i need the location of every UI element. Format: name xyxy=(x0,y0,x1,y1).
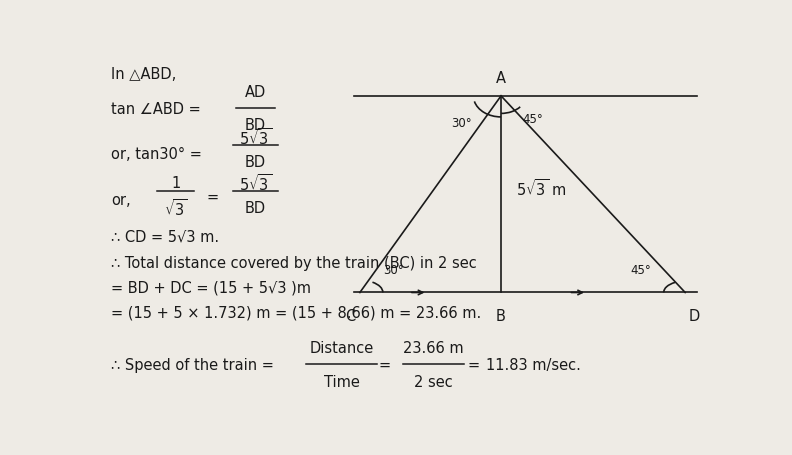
Text: $5\sqrt{3}$: $5\sqrt{3}$ xyxy=(239,127,272,148)
Text: $\sqrt{3}$: $\sqrt{3}$ xyxy=(164,197,188,218)
Text: 30°: 30° xyxy=(383,263,404,276)
Text: or,: or, xyxy=(111,192,131,207)
Text: Distance: Distance xyxy=(310,340,374,355)
Text: $5\sqrt{3}$ m: $5\sqrt{3}$ m xyxy=(516,177,567,198)
Text: ∴ Total distance covered by the train (BC) in 2 sec: ∴ Total distance covered by the train (B… xyxy=(111,256,477,271)
Text: BD: BD xyxy=(245,200,266,215)
Text: 11.83 m/sec.: 11.83 m/sec. xyxy=(485,357,581,372)
Text: ∴ Speed of the train =: ∴ Speed of the train = xyxy=(111,357,274,372)
Text: A: A xyxy=(496,71,506,86)
Text: 1: 1 xyxy=(171,176,181,191)
Text: 30°: 30° xyxy=(451,116,471,129)
Text: B: B xyxy=(496,308,506,324)
Text: Time: Time xyxy=(323,374,360,389)
Text: = BD + DC = (15 + 5√3 )m: = BD + DC = (15 + 5√3 )m xyxy=(111,280,311,295)
Text: C: C xyxy=(345,308,356,324)
Text: In △ABD,: In △ABD, xyxy=(111,66,177,81)
Text: 23.66 m: 23.66 m xyxy=(403,340,464,355)
Text: or, tan30° =: or, tan30° = xyxy=(111,147,202,162)
Text: =: = xyxy=(467,357,479,372)
Text: 45°: 45° xyxy=(523,113,543,126)
Text: 45°: 45° xyxy=(630,263,651,276)
Text: tan ∠ABD =: tan ∠ABD = xyxy=(111,101,201,116)
Text: BD: BD xyxy=(245,118,266,133)
Text: BD: BD xyxy=(245,155,266,170)
Text: ∴ CD = 5√3 m.: ∴ CD = 5√3 m. xyxy=(111,229,219,244)
Text: =: = xyxy=(379,357,390,372)
Text: AD: AD xyxy=(245,85,266,100)
Text: D: D xyxy=(689,308,700,324)
Text: $5\sqrt{3}$: $5\sqrt{3}$ xyxy=(239,173,272,194)
Text: 2 sec: 2 sec xyxy=(414,374,453,389)
Text: = (15 + 5 × 1.732) m = (15 + 8.66) m = 23.66 m.: = (15 + 5 × 1.732) m = (15 + 8.66) m = 2… xyxy=(111,305,482,319)
Text: =: = xyxy=(207,190,219,205)
